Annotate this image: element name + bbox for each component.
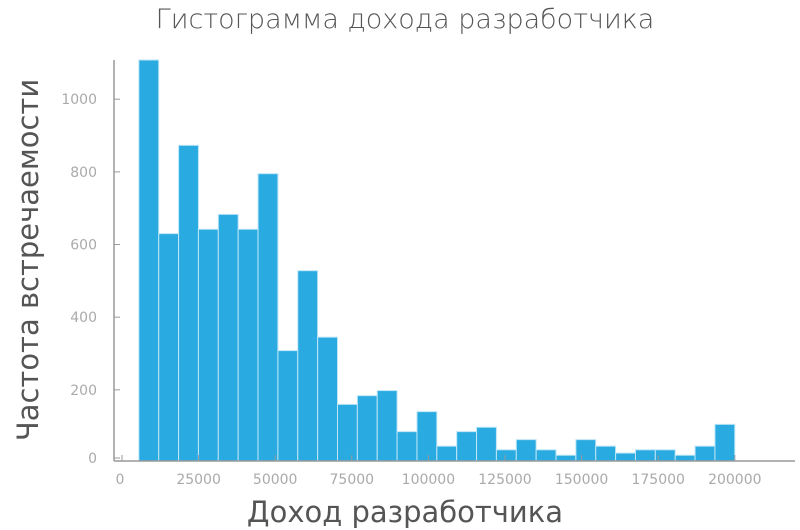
histogram-bar [436,445,458,462]
bars-group [138,59,736,462]
x-tick-label: 175000 [631,472,684,488]
y-tick-label: 1000 [61,92,97,108]
histogram-bar [555,454,577,462]
histogram-bar [575,439,597,462]
histogram-bar [396,431,418,462]
histogram-bar [535,449,557,462]
histogram-bar [138,59,160,462]
x-tick-label: 150000 [555,472,608,488]
histogram-bar [297,270,319,462]
histogram-bar [674,454,696,462]
x-tick-label: 125000 [478,472,531,488]
chart-title: Гистограмма дохода разработчика [156,4,655,35]
y-tick-label: 200 [70,383,97,399]
histogram-bar [237,228,259,462]
histogram-bar [317,336,339,462]
histogram-bar [277,350,299,462]
y-ticks: 0 200 400 600 800 1000 [61,92,120,467]
histogram-bar [356,395,378,462]
histogram-bar [217,213,239,462]
x-ticks: 0 25000 50000 75000 100000 125000 150000 175000… [116,455,762,488]
y-tick-label: 600 [70,238,97,254]
histogram-bar [476,426,497,462]
histogram-bar [515,439,537,462]
histogram-bar [376,390,398,462]
histogram-bar [337,403,358,462]
histogram-bar [634,449,656,462]
histogram-bar [158,233,180,462]
x-tick-label: 200000 [708,472,761,488]
y-tick-label: 800 [70,165,97,181]
histogram-bar [694,445,716,462]
histogram-bar [615,452,636,462]
histogram-bar [178,144,199,462]
x-tick-label: 50000 [253,472,298,488]
y-tick-label: 400 [70,310,97,326]
y-axis-label: Частота встречаемости [11,79,45,441]
x-tick-label: 100000 [402,472,455,488]
histogram-bar [714,423,736,462]
x-tick-label: 25000 [176,472,221,488]
x-axis-label: Доход разработчика [247,495,563,529]
histogram-bar [595,445,617,462]
y-tick-label: 0 [88,451,97,467]
x-tick-label: 75000 [330,472,375,488]
histogram-bar [495,449,517,462]
x-tick-label: 0 [116,472,125,488]
histogram-bar [257,173,279,462]
histogram-bar [197,228,219,462]
histogram-bar [456,431,478,462]
histogram-bar [416,411,438,462]
